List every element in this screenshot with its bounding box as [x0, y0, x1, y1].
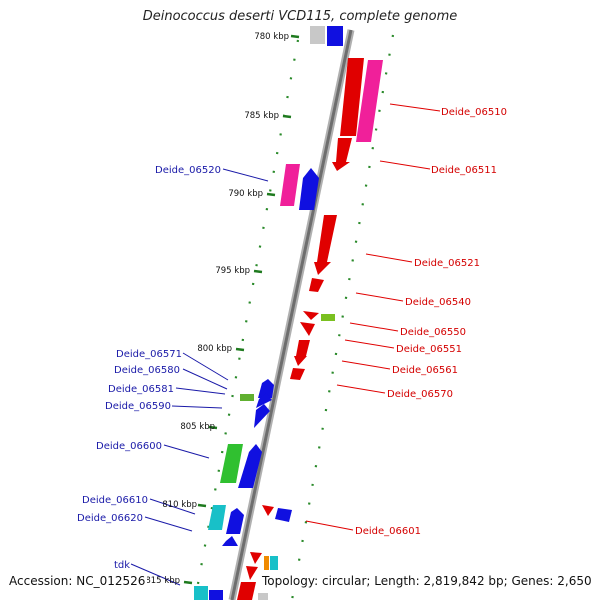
gene-label: Deide_06561 [392, 365, 458, 376]
gene-arrow-06590c [254, 404, 270, 428]
gene-block-bottom-orange [264, 556, 269, 570]
kbp-label: 785 kbp [244, 111, 279, 121]
gene-label: Deide_06580 [114, 365, 180, 376]
gene-arrow-06620-blue [226, 508, 244, 534]
gene-label: Deide_06620 [77, 513, 143, 524]
gene-arrow-bottom-red2 [246, 566, 258, 580]
kbp-label: 810 kbp [162, 500, 197, 510]
gene-label: Deide_06551 [396, 344, 462, 355]
gene-label: Deide_06610 [82, 495, 148, 506]
gene-features [194, 26, 383, 600]
gene-arrow-06551 [300, 322, 315, 336]
kbp-tick-labels: 780 kbp 785 kbp 790 kbp 795 kbp 800 kbp … [145, 32, 289, 586]
gene-arrow-06620b [222, 536, 238, 546]
gene-block-top-blue [327, 26, 343, 46]
gene-label: Deide_06590 [105, 401, 171, 412]
gene-block-bottom-cyan [270, 556, 278, 570]
gene-arrow-06561 [294, 340, 310, 366]
topology-text: Topology: circular; Length: 2,819,842 bp… [260, 574, 594, 588]
gene-label: Deide_06601 [355, 526, 421, 537]
gene-block-06581 [240, 394, 254, 401]
gene-arrow-06521b [309, 278, 324, 292]
gene-label: Deide_06571 [116, 349, 182, 360]
gene-label: Deide_06540 [405, 297, 471, 308]
gene-block-bottom-grey [258, 593, 268, 600]
gene-arrow-06510-pink [356, 60, 383, 142]
gene-arrow-06570 [290, 368, 305, 380]
gene-arrow-06600-blue [238, 444, 262, 488]
gene-label: Deide_06521 [414, 258, 480, 269]
genome-axis [228, 29, 355, 600]
gene-arrow-bottom-red1 [250, 552, 262, 564]
gene-arrow-06590 [258, 379, 274, 398]
gene-block-06520-pink [280, 164, 300, 206]
gene-label: Deide_06570 [387, 389, 453, 400]
gene-label: Deide_06510 [441, 107, 507, 118]
gene-label: Deide_06520 [155, 165, 221, 176]
gene-arrow-06590b [256, 393, 272, 408]
gene-block-top-grey [310, 26, 325, 44]
gene-block-bottom-cyan2 [194, 586, 208, 600]
gene-label: Deide_06581 [108, 384, 174, 395]
gene-label: tdk [114, 560, 130, 571]
gene-label: Deide_06600 [96, 441, 162, 452]
label-leader-lines [130, 103, 441, 586]
gene-block-06550 [321, 314, 335, 321]
kbp-label: 780 kbp [254, 32, 289, 42]
accession-text: Accession: NC_012526 [7, 574, 148, 588]
gene-arrow-06601 [262, 505, 274, 516]
gene-arrow-06510 [340, 58, 364, 136]
kbp-tick-marks [183, 34, 300, 585]
track-guides [193, 34, 395, 600]
gene-block-bottom-blue2 [209, 590, 223, 600]
kbp-label: 800 kbp [197, 344, 232, 354]
kbp-label: 815 kbp [145, 576, 180, 586]
left-gene-labels: Deide_06520 Deide_06571 Deide_06580 Deid… [77, 165, 221, 571]
gene-arrow-06511 [332, 138, 352, 171]
kbp-label: 795 kbp [215, 266, 250, 276]
gene-label: Deide_06550 [400, 327, 466, 338]
gene-arrow-06520-blue [299, 168, 319, 210]
gene-arrow-06540 [303, 311, 319, 320]
kbp-label: 805 kbp [180, 422, 215, 432]
gene-block-06610-cyan [208, 505, 226, 530]
map-title: Deinococcus deserti VCD115, complete gen… [142, 9, 458, 24]
right-gene-labels: Deide_06510 Deide_06511 Deide_06521 Deid… [355, 107, 507, 537]
gene-label: Deide_06511 [431, 165, 497, 176]
gene-block-bottom-red3 [237, 582, 256, 600]
kbp-label: 790 kbp [228, 189, 263, 199]
gene-arrow-06521 [314, 215, 337, 275]
gene-block-06600-green [220, 444, 243, 483]
gene-block-06601b [275, 508, 292, 522]
